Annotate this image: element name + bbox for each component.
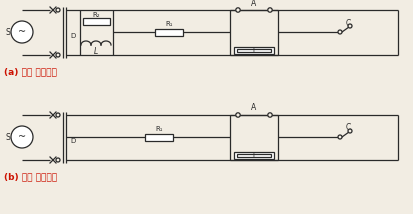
Text: S: S [6, 132, 10, 141]
FancyBboxPatch shape [145, 134, 173, 141]
Circle shape [56, 158, 60, 162]
Text: A: A [251, 0, 256, 7]
Text: C: C [344, 18, 350, 28]
Circle shape [56, 113, 60, 117]
Circle shape [11, 21, 33, 43]
Text: (a) 높은 차단용량: (a) 높은 차단용량 [4, 67, 57, 76]
FancyBboxPatch shape [154, 28, 183, 36]
Circle shape [235, 8, 240, 12]
FancyBboxPatch shape [83, 18, 110, 24]
Circle shape [347, 129, 351, 133]
FancyBboxPatch shape [233, 152, 273, 159]
Circle shape [235, 113, 240, 117]
Text: S: S [6, 28, 10, 37]
Circle shape [56, 8, 60, 12]
Circle shape [11, 126, 33, 148]
Circle shape [267, 113, 271, 117]
Text: ~: ~ [18, 27, 26, 37]
Text: L: L [94, 46, 98, 55]
Text: A: A [251, 104, 256, 113]
Circle shape [267, 8, 271, 12]
Text: ~: ~ [18, 132, 26, 142]
Text: C: C [344, 123, 350, 132]
Text: (b) 낙은 차단용량: (b) 낙은 차단용량 [4, 172, 57, 181]
Text: F: F [252, 47, 255, 53]
FancyBboxPatch shape [233, 46, 273, 54]
Circle shape [337, 30, 341, 34]
Text: R₁: R₁ [165, 21, 172, 27]
FancyBboxPatch shape [236, 153, 271, 156]
Text: D: D [70, 33, 75, 39]
Circle shape [56, 53, 60, 57]
Text: R₁: R₁ [155, 126, 162, 132]
Text: D: D [70, 138, 75, 144]
Text: F: F [252, 152, 255, 158]
Circle shape [347, 24, 351, 28]
Text: R₂: R₂ [92, 12, 100, 18]
FancyBboxPatch shape [236, 49, 271, 52]
Circle shape [337, 135, 341, 139]
